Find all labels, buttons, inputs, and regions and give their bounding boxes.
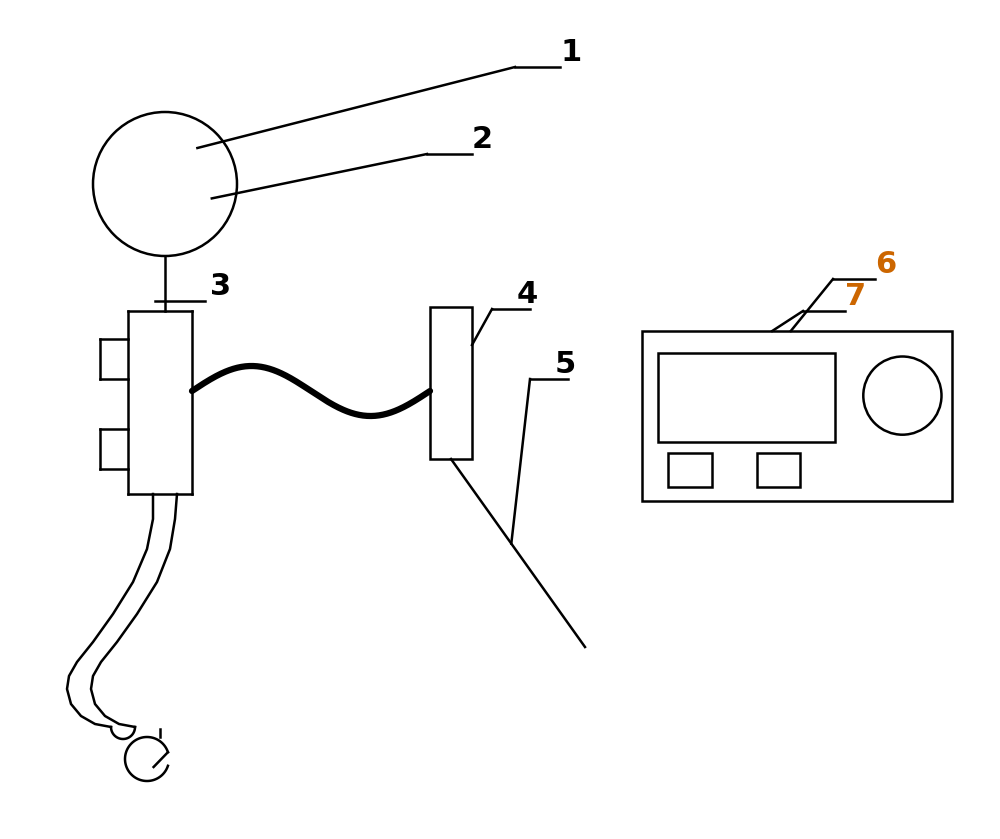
Text: 2: 2	[472, 125, 493, 154]
Text: 7: 7	[845, 282, 866, 311]
Bar	[668, 453, 712, 487]
Text: 5: 5	[555, 350, 576, 379]
Text: 3: 3	[210, 272, 231, 301]
Bar	[658, 353, 835, 441]
Bar	[757, 453, 800, 487]
Bar	[642, 331, 952, 501]
Bar	[430, 307, 472, 459]
Text: 6: 6	[875, 250, 896, 279]
Text: 1: 1	[560, 38, 581, 67]
Text: 4: 4	[517, 280, 538, 309]
